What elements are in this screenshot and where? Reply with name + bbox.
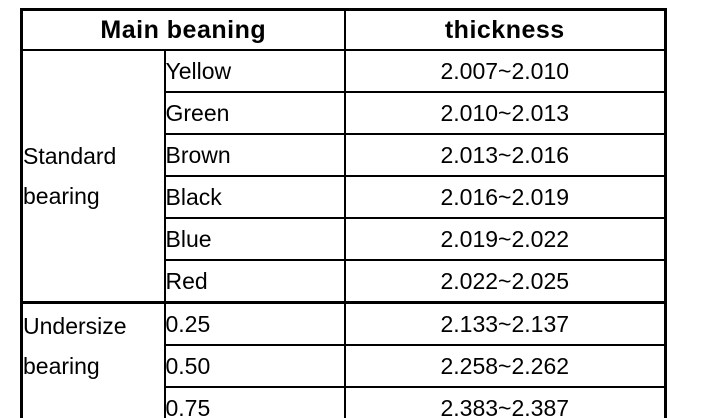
table-row: Red 2.022~2.025 (22, 259, 667, 304)
table-row: Blue 2.019~2.022 (22, 217, 667, 261)
variant-cell: Red (163, 259, 346, 304)
thickness-cell: 2.007~2.010 (343, 49, 667, 93)
variant-cell: Green (163, 91, 346, 135)
table-row: Green 2.010~2.013 (22, 91, 667, 135)
bearing-thickness-table: Main beaning thickness Standard bearing … (20, 8, 668, 418)
variant-cell: Brown (163, 133, 346, 177)
table-row: 0.75 2.383~2.387 (22, 386, 667, 418)
group-label-undersize-bearing: Undersize bearing (20, 301, 166, 418)
header-thickness: thickness (343, 8, 667, 51)
table-row: 0.50 2.258~2.262 (22, 344, 667, 388)
thickness-cell: 2.022~2.025 (343, 259, 667, 304)
table-row: Undersize bearing 0.25 2.133~2.137 (20, 301, 667, 418)
table-row: Brown 2.013~2.016 (22, 133, 667, 177)
thickness-cell: 2.016~2.019 (343, 175, 667, 219)
thickness-cell: 2.383~2.387 (343, 386, 667, 418)
thickness-cell: 2.010~2.013 (343, 91, 667, 135)
thickness-cell: 2.013~2.016 (343, 133, 667, 177)
variant-cell: Blue (163, 217, 346, 261)
variant-cell: 0.50 (163, 344, 346, 388)
thickness-cell: 2.019~2.022 (343, 217, 667, 261)
variant-cell: 0.25 (163, 301, 346, 346)
variant-cell: 0.75 (163, 386, 346, 418)
thickness-cell: 2.133~2.137 (343, 301, 667, 346)
group-label-standard-bearing: Standard bearing (20, 49, 166, 304)
table-row: Black 2.016~2.019 (22, 175, 667, 219)
header-main-bearing: Main beaning (20, 8, 346, 51)
variant-cell: Black (163, 175, 346, 219)
variant-cell: Yellow (163, 49, 346, 93)
table-header-row: Main beaning thickness (20, 8, 667, 51)
thickness-cell: 2.258~2.262 (343, 344, 667, 388)
table-row: Standard bearing Yellow 2.007~2.010 (20, 49, 667, 304)
